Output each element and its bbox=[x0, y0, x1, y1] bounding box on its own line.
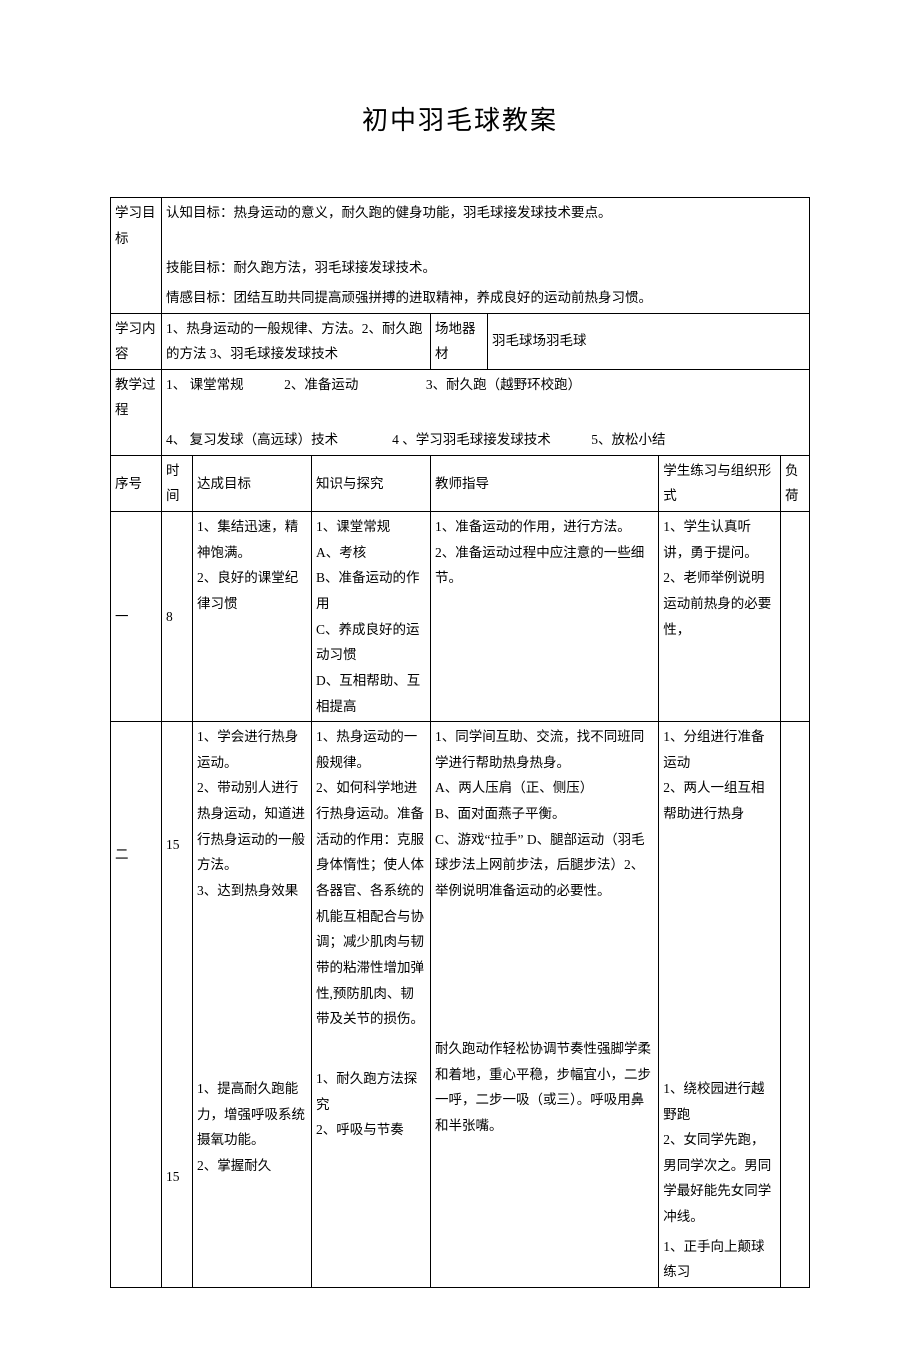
goals-label: 学习目标 bbox=[111, 198, 162, 254]
student-2a: 1、分组进行准备运动 2、两人一组互相帮助进行热身 bbox=[659, 722, 781, 1034]
equip-label: 场地器材 bbox=[431, 313, 488, 369]
content-text: 1、热身运动的一般规律、方法。2、耐久跑的方法 3、羽毛球接发球技术 bbox=[162, 313, 431, 369]
seq-1: 一 bbox=[111, 512, 162, 722]
teacher-2b: 耐久跑动作轻松协调节奏性强脚学柔和着地，重心平稳，步幅宜小，二步一呼，二步一吸（… bbox=[431, 1034, 659, 1232]
process-text-a: 1、 课堂常规 2、准备运动 3、耐久跑（越野环校跑） bbox=[162, 369, 810, 425]
student-2c: 1、正手向上颠球练习 bbox=[659, 1232, 781, 1288]
achieve-2a: 1、学会进行热身运动。 2、带动别人进行热身运动，知道进行热身运动的一般方法。 … bbox=[193, 722, 312, 1034]
goal-cognitive: 认知目标：热身运动的意义，耐久跑的健身功能，羽毛球接发球技术要点。 bbox=[162, 198, 810, 254]
knowledge-2a: 1、热身运动的一般规律。 2、如何科学地进行热身运动。准备活动的作用：克服身体惰… bbox=[312, 722, 431, 1034]
lesson-plan-table: 学习目标 认知目标：热身运动的意义，耐久跑的健身功能，羽毛球接发球技术要点。 技… bbox=[110, 197, 810, 1288]
time-2a: 15 bbox=[162, 722, 193, 1034]
content-label: 学习内容 bbox=[111, 313, 162, 369]
knowledge-2b: 1、耐久跑方法探究 2、呼吸与节奏 bbox=[312, 1034, 431, 1232]
col-knowledge: 知识与探究 bbox=[312, 455, 431, 511]
seq-2: 二 bbox=[111, 722, 162, 1288]
achieve-1: 1、集结迅速，精神饱满。 2、良好的课堂纪律习惯 bbox=[193, 512, 312, 722]
col-load: 负荷 bbox=[781, 455, 810, 511]
time-1: 8 bbox=[162, 512, 193, 722]
knowledge-1: 1、课堂常规 A、考核 B、准备运动的作用 C、养成良好的运动习惯 D、互相帮助… bbox=[312, 512, 431, 722]
col-teacher: 教师指导 bbox=[431, 455, 659, 511]
goal-affect: 情感目标：团结互助共同提高顽强拼搏的进取精神，养成良好的运动前热身习惯。 bbox=[162, 283, 810, 313]
student-1: 1、学生认真听讲，勇于提问。 2、老师举例说明运动前热身的必要性， bbox=[659, 512, 781, 722]
goals-label-cont bbox=[111, 253, 162, 283]
goal-skill: 技能目标：耐久跑方法，羽毛球接发球技术。 bbox=[162, 253, 810, 283]
student-2b: 1、绕校园进行越野跑 2、女同学先跑，男同学次之。男同学最好能先女同学冲线。 bbox=[659, 1034, 781, 1232]
process-text-b: 4、 复习发球（高远球）技术 4 、学习羽毛球接发球技术 5、放松小结 bbox=[162, 425, 810, 455]
page-title: 初中羽毛球教案 bbox=[110, 100, 810, 137]
achieve-2b: 1、提高耐久跑能力，增强呼吸系统摄氧功能。 2、掌握耐久 bbox=[193, 1034, 312, 1232]
load-2 bbox=[781, 722, 810, 1288]
equip-text: 羽毛球场羽毛球 bbox=[488, 313, 810, 369]
col-achieve: 达成目标 bbox=[193, 455, 312, 511]
time-2b: 15 bbox=[162, 1034, 193, 1232]
col-seq: 序号 bbox=[111, 455, 162, 511]
load-1 bbox=[781, 512, 810, 722]
teacher-2a: 1、同学间互助、交流，找不同班同学进行帮助热身热身。 A、两人压肩（正、侧压） … bbox=[431, 722, 659, 1034]
col-student: 学生练习与组织形式 bbox=[659, 455, 781, 511]
process-label: 教学过程 bbox=[111, 369, 162, 425]
col-time: 时间 bbox=[162, 455, 193, 511]
teacher-1: 1、准备运动的作用，进行方法。 2、准备运动过程中应注意的一些细节。 bbox=[431, 512, 659, 722]
